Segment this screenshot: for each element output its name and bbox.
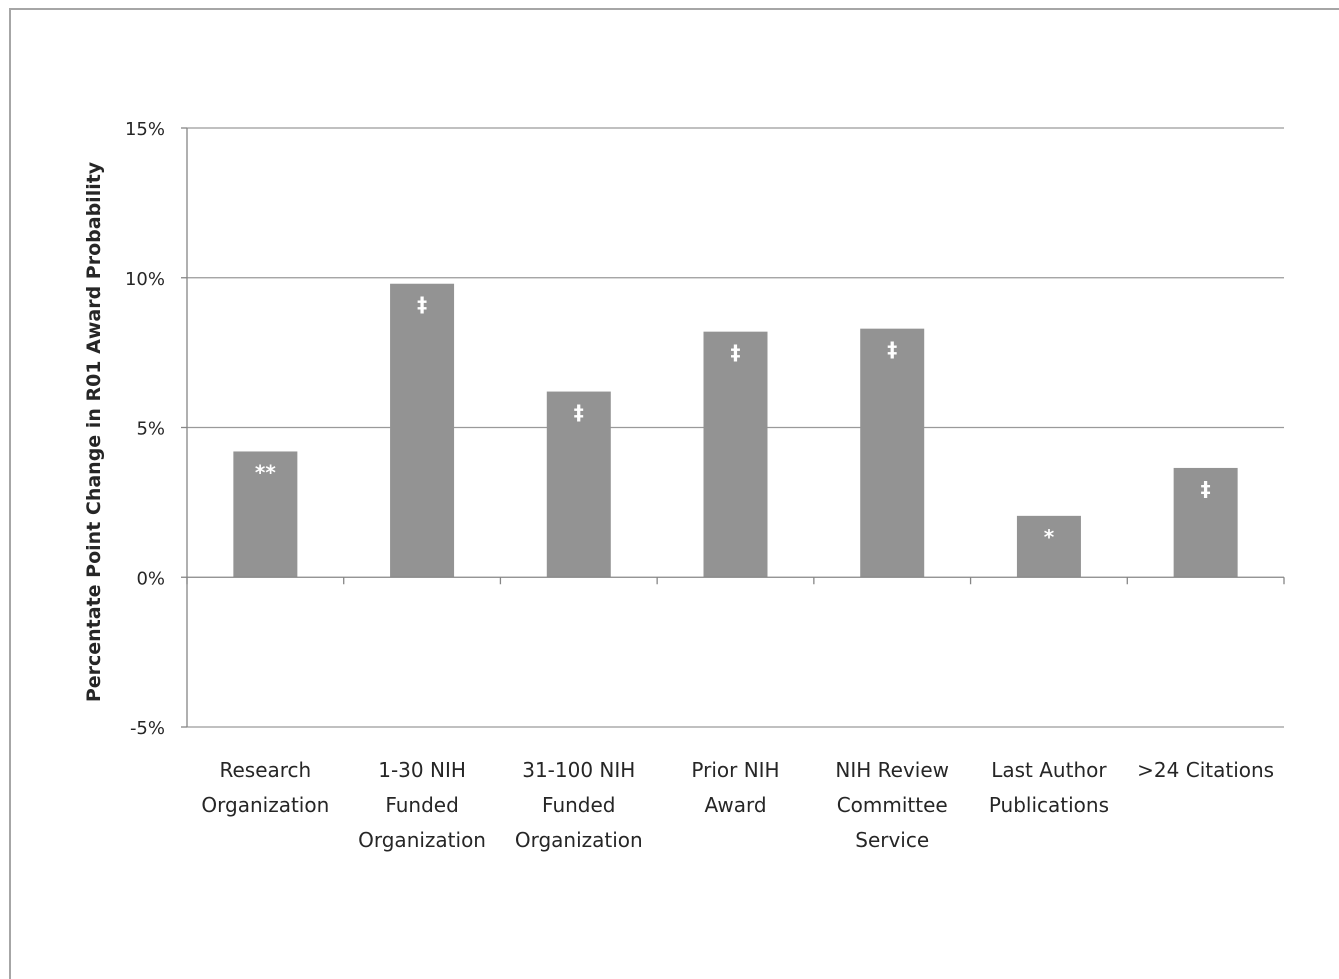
- bars: ** ‡ ‡ ‡ ‡ * ‡: [233, 283, 1238, 578]
- y-tick-label: -5%: [130, 718, 165, 739]
- y-axis-label: Percentate Point Change in R01 Award Pro…: [83, 161, 105, 702]
- bar: [860, 328, 925, 578]
- category-label-line: Prior NIH: [691, 758, 779, 782]
- axes: [186, 128, 1285, 727]
- category-label-line: Organization: [515, 828, 643, 852]
- category-label-line: Service: [855, 828, 929, 852]
- chart-frame: [9, 8, 1339, 979]
- category-label-line: Organization: [358, 828, 486, 852]
- category-label: Research Organization: [201, 758, 329, 817]
- category-label-line: 1-30 NIH: [378, 758, 466, 782]
- y-tick-label: 15%: [125, 119, 165, 140]
- y-tick-label: 5%: [136, 419, 165, 440]
- category-labels: Research Organization 1-30 NIH Funded Organi…: [201, 758, 1274, 852]
- category-label-line: Funded: [385, 793, 458, 817]
- category-label-line: Publications: [989, 793, 1109, 817]
- bar: [390, 283, 455, 578]
- significance-label: **: [255, 460, 276, 484]
- category-label-line: Funded: [542, 793, 615, 817]
- category-label: 1-30 NIH Funded Organization: [358, 758, 486, 852]
- bar: [1016, 515, 1081, 578]
- category-label: NIH Review Committee Service: [835, 758, 949, 852]
- category-label-line: Organization: [201, 793, 329, 817]
- significance-label: *: [1044, 525, 1055, 549]
- category-label: 31-100 NIH Funded Organization: [515, 758, 643, 852]
- category-label-line: Research: [219, 758, 311, 782]
- gridlines: [181, 127, 1284, 728]
- category-label: Last Author Publications: [989, 758, 1109, 817]
- category-label: Prior NIH Award: [691, 758, 779, 817]
- y-tick-labels: -5% 0% 5% 10% 15%: [125, 119, 165, 739]
- category-label-line: 31-100 NIH: [522, 758, 635, 782]
- category-label-line: >24 Citations: [1137, 758, 1274, 782]
- significance-label: ‡: [574, 401, 584, 425]
- significance-label: ‡: [1201, 477, 1211, 501]
- significance-label: ‡: [731, 341, 741, 365]
- bar: [546, 391, 611, 578]
- significance-label: ‡: [887, 338, 897, 362]
- category-label-line: Committee: [837, 793, 948, 817]
- category-label: >24 Citations: [1137, 758, 1274, 782]
- category-label-line: Last Author: [991, 758, 1107, 782]
- bar: [1173, 467, 1238, 578]
- y-tick-label: 0%: [136, 568, 165, 589]
- bar: [233, 451, 298, 578]
- y-tick-label: 10%: [125, 269, 165, 290]
- significance-label: ‡: [417, 293, 427, 317]
- category-label-line: NIH Review: [835, 758, 949, 782]
- bar: [703, 331, 768, 578]
- category-label-line: Award: [704, 793, 766, 817]
